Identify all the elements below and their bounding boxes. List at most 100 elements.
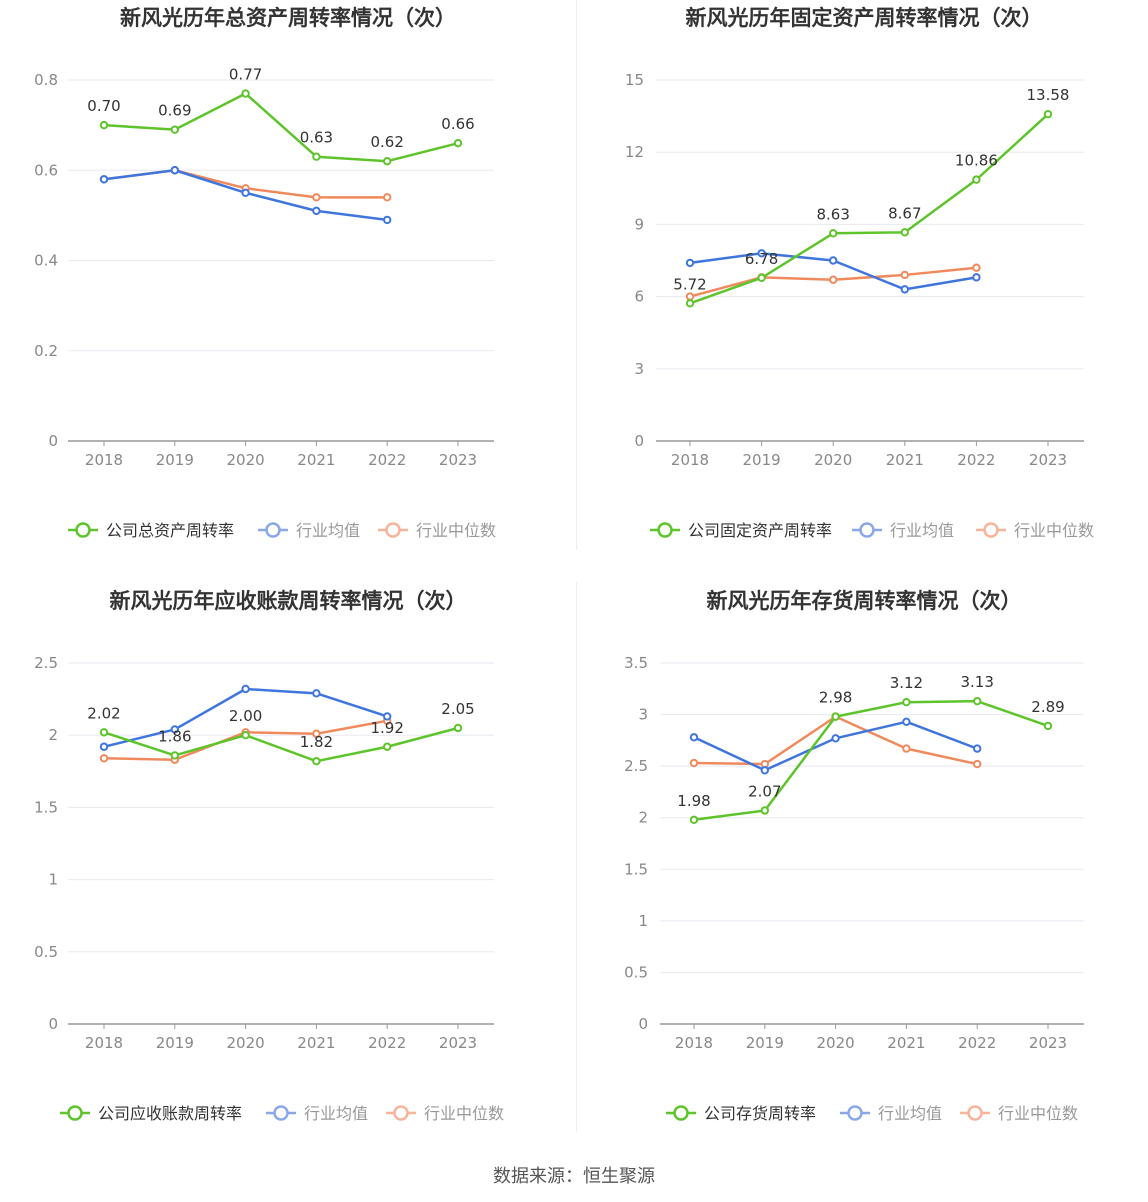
chart-title: 新风光历年固定资产周转率情况（次）	[686, 6, 1043, 30]
y-tick-label: 2	[638, 809, 648, 827]
y-tick-label: 6	[634, 288, 644, 306]
industry_avg-data-point	[312, 689, 321, 698]
company-data-label: 0.69	[158, 102, 191, 120]
industry_avg-data-point	[383, 215, 392, 225]
company-data-point	[453, 138, 463, 148]
company-data-point	[99, 120, 109, 130]
company-legend-label: 公司存货周转率	[704, 1104, 816, 1123]
x-tick-label: 2021	[887, 1034, 925, 1052]
industry_median-legend-marker	[983, 522, 999, 538]
company-data-point	[760, 806, 769, 815]
industry_avg-data-point	[170, 725, 180, 734]
industry_median-data-point	[829, 275, 838, 284]
x-tick-label: 2019	[156, 451, 194, 469]
company-data-label: 13.58	[1027, 86, 1070, 104]
company-legend-label: 公司固定资产周转率	[688, 521, 832, 540]
y-tick-label: 2.5	[34, 654, 58, 672]
industry_avg-data-point	[99, 175, 109, 184]
industry_median-data-point	[99, 754, 109, 763]
company-data-label: 0.62	[370, 133, 403, 151]
industry_median-data-point	[312, 193, 321, 202]
industry_median-data-point	[973, 759, 982, 769]
x-tick-label: 2022	[957, 451, 995, 469]
industry_median-legend-marker	[385, 522, 401, 538]
industry_median-legend-marker	[967, 1105, 983, 1121]
company-data-point	[900, 228, 909, 237]
company-series-line	[693, 699, 1049, 822]
x-tick-label: 2019	[746, 1034, 784, 1052]
industry_avg-legend-marker	[265, 522, 281, 538]
company-legend-marker	[67, 1105, 83, 1121]
industry_median-data-point	[902, 744, 911, 753]
company-data-label: 5.72	[673, 275, 706, 293]
y-tick-label: 15	[625, 71, 644, 89]
y-tick-label: 1.5	[34, 798, 58, 816]
industry_avg-data-point	[973, 744, 982, 753]
company-data-point	[829, 229, 838, 238]
company-data-label: 2.98	[819, 689, 852, 707]
x-tick-label: 2022	[368, 1034, 406, 1052]
y-tick-label: 1	[48, 871, 58, 889]
industry_avg-legend-label: 行业均值	[304, 1104, 368, 1123]
company-data-label: 1.92	[370, 719, 403, 737]
industry_avg-legend-marker	[273, 1105, 289, 1121]
company-data-point	[757, 273, 766, 283]
x-tick-label: 2022	[958, 1034, 996, 1052]
company-data-point	[241, 89, 250, 98]
industry_avg-data-point	[99, 742, 109, 751]
company-data-point	[1043, 109, 1053, 119]
company-data-label: 10.86	[955, 152, 998, 170]
industry_avg-legend-label: 行业均值	[890, 521, 954, 540]
company-data-point	[99, 728, 109, 737]
y-tick-label: 0.4	[34, 252, 58, 270]
company-data-point	[831, 712, 840, 721]
industry_avg-data-point	[383, 712, 392, 721]
company-data-label: 6.78	[745, 250, 778, 268]
industry_median-data-point	[689, 758, 699, 768]
industry_median-legend-label: 行业中位数	[1014, 521, 1094, 540]
company-legend-label: 公司总资产周转率	[106, 521, 234, 540]
company-data-point	[312, 152, 321, 161]
receivables-turnover-chart: 新风光历年应收账款周转率情况（次） 0 0.5 1 1.5 2 2.5 2018 2019 202…	[34, 589, 504, 1123]
x-tick-label: 2020	[814, 451, 852, 469]
x-tick-label: 2018	[85, 1034, 123, 1052]
industry_avg-data-point	[902, 717, 911, 726]
company-legend-marker	[657, 522, 673, 538]
industry_avg-legend-marker	[859, 522, 875, 538]
company-data-point	[170, 751, 180, 760]
industry_avg-data-point	[757, 249, 766, 258]
chart-title: 新风光历年应收账款周转率情况（次）	[110, 589, 467, 613]
industry_avg-data-point	[689, 733, 699, 742]
y-tick-label: 0	[48, 1015, 58, 1033]
company-series-line	[689, 113, 1049, 305]
industry_avg-data-point	[829, 256, 838, 265]
industry_avg-data-point	[241, 684, 250, 694]
y-tick-label: 0.6	[34, 161, 58, 179]
company-data-label: 2.07	[748, 782, 781, 800]
x-tick-label: 2023	[439, 451, 477, 469]
company-data-label: 2.02	[87, 704, 120, 722]
y-tick-label: 3	[638, 706, 648, 724]
y-tick-label: 1.5	[624, 860, 648, 878]
industry_avg-data-point	[900, 285, 909, 294]
company-series-line	[103, 92, 459, 163]
x-tick-label: 2019	[743, 451, 781, 469]
y-tick-label: 0.8	[34, 71, 58, 89]
chart-title: 新风光历年存货周转率情况（次）	[707, 589, 1022, 613]
industry_avg-legend-label: 行业均值	[878, 1104, 942, 1123]
y-tick-label: 9	[634, 215, 644, 233]
x-tick-label: 2018	[85, 451, 123, 469]
company-legend-label: 公司应收账款周转率	[98, 1104, 242, 1123]
y-tick-label: 1	[638, 912, 648, 930]
company-data-label: 2.00	[229, 707, 262, 725]
x-tick-label: 2021	[297, 1034, 335, 1052]
y-tick-label: 3	[634, 360, 644, 378]
company-data-point	[685, 299, 695, 308]
y-tick-label: 0	[48, 432, 58, 450]
industry_avg-data-point	[972, 273, 981, 282]
company-data-label: 0.70	[87, 97, 120, 115]
industry_median-data-point	[900, 270, 909, 280]
company-data-point	[312, 756, 321, 766]
y-tick-label: 0.5	[624, 963, 648, 981]
company-series-line	[103, 726, 459, 763]
